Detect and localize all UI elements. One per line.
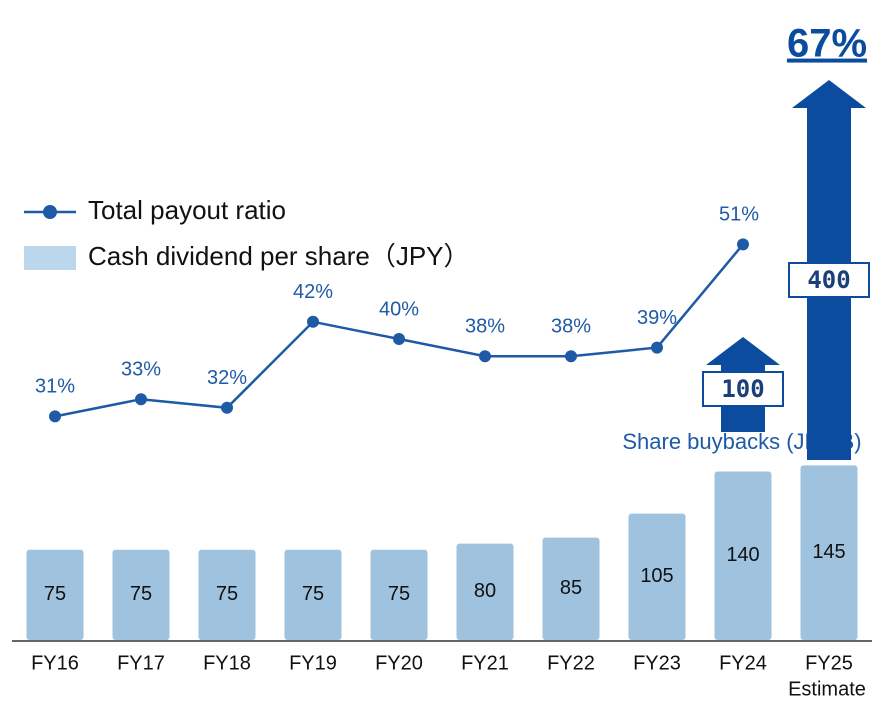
- line-point: [479, 350, 491, 363]
- line-point: [221, 401, 233, 414]
- line-point: [651, 341, 663, 354]
- bar-value-label: 80: [474, 580, 496, 602]
- bar-value-label: 75: [216, 583, 238, 605]
- legend-label: Cash dividend per share（JPY）: [88, 241, 470, 271]
- bar-value-label: 105: [640, 565, 673, 587]
- legend-label: Total payout ratio: [88, 195, 286, 225]
- line-value-label: 40%: [379, 298, 419, 320]
- buyback-value-label: 100: [721, 375, 764, 403]
- line-point: [135, 393, 147, 406]
- bar: [198, 549, 256, 640]
- bar-value-label: 145: [812, 541, 845, 563]
- buyback-box: [788, 262, 870, 298]
- bar: [714, 471, 772, 640]
- bar: [284, 549, 342, 640]
- line-value-label: 38%: [551, 315, 591, 337]
- bar: [370, 549, 428, 640]
- line-point: [737, 238, 749, 251]
- x-tick-label: FY24: [719, 652, 767, 674]
- bar: [800, 465, 858, 640]
- line-point: [49, 410, 61, 423]
- bar-value-label: 75: [44, 583, 66, 605]
- x-tick-label: FY19: [289, 652, 337, 674]
- bar: [628, 513, 686, 640]
- x-tick-label: FY22: [547, 652, 595, 674]
- bar-value-label: 75: [130, 583, 152, 605]
- x-tick-label: FY17: [117, 652, 165, 674]
- x-tick-sublabel: Estimate: [788, 678, 866, 700]
- bar-value-label: 85: [560, 577, 582, 599]
- legend-swatch: [24, 246, 76, 270]
- line-value-label: 32%: [207, 367, 247, 389]
- line-point: [565, 350, 577, 363]
- bar: [26, 549, 84, 640]
- line-value-label: 38%: [465, 315, 505, 337]
- line-value-label: 33%: [121, 358, 161, 380]
- bar: [112, 549, 170, 640]
- estimate-payout: 67%: [787, 22, 867, 66]
- x-tick-label: FY20: [375, 652, 423, 674]
- bar-value-label: 75: [302, 583, 324, 605]
- bar: [456, 543, 514, 640]
- line-value-label: 51%: [719, 204, 759, 226]
- line-point: [307, 315, 319, 328]
- line-value-label: 31%: [35, 376, 75, 398]
- buyback-box: [702, 371, 784, 407]
- legend-marker: [43, 205, 57, 219]
- x-tick-label: FY21: [461, 652, 509, 674]
- bar-value-label: 75: [388, 583, 410, 605]
- x-tick-label: FY23: [633, 652, 681, 674]
- x-tick-label: FY18: [203, 652, 251, 674]
- x-tick-label: FY25: [805, 652, 853, 674]
- line-value-label: 42%: [293, 281, 333, 303]
- line-value-label: 39%: [637, 307, 677, 329]
- line-point: [393, 333, 405, 345]
- bar-value-label: 140: [726, 544, 759, 566]
- x-tick-label: FY16: [31, 652, 79, 674]
- bar: [542, 537, 600, 640]
- buyback-value-label: 400: [807, 266, 850, 294]
